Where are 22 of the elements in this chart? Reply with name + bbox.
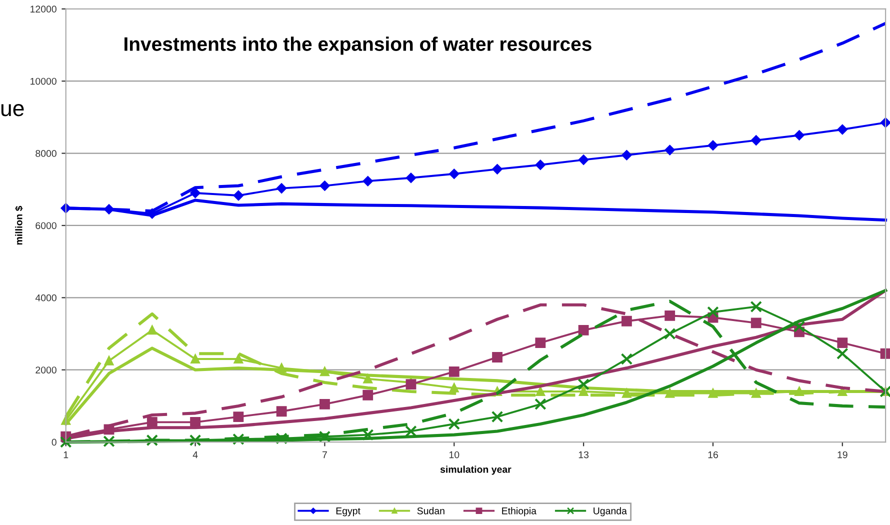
x-axis-title: simulation year	[440, 466, 512, 475]
x-tick-label: 10	[449, 451, 460, 458]
x-tick-label: 4	[192, 451, 198, 458]
x-tick-label: 7	[322, 451, 327, 458]
y-axis-title: million $	[15, 206, 23, 245]
y-tick-label: 8000	[36, 150, 56, 157]
x-tick-label: 16	[708, 451, 718, 458]
y-tick-label: 2000	[36, 366, 56, 374]
x-tick-label: 1	[64, 451, 68, 458]
x-tick-label: 13	[578, 451, 589, 458]
legend-label: Uganda	[594, 507, 627, 516]
legend-label: Sudan	[417, 507, 444, 514]
text: Investments into the expansion of water resources	[124, 36, 592, 55]
legend-label: Ethiopia	[502, 507, 536, 516]
y-tick-label: 4000	[35, 294, 56, 302]
x-tick-label: 19	[838, 451, 848, 458]
y-tick-label: 12000	[30, 6, 56, 13]
legend-label: Egypt	[336, 508, 360, 516]
text: ue	[1, 104, 24, 116]
y-tick-label: 6000	[36, 222, 56, 230]
y-tick-label: 10000	[30, 78, 56, 85]
y-tick-label: 0	[52, 438, 56, 446]
